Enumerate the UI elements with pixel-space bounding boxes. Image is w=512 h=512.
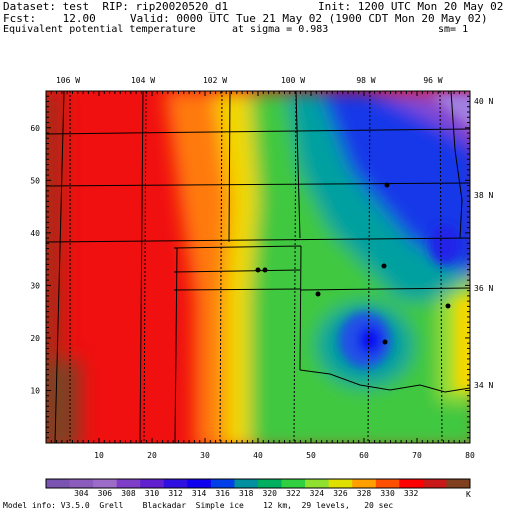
colorbar-swatch [446,479,471,488]
colorbar-label: 306 [97,489,113,498]
colorbar-label: 314 [191,489,207,498]
model-info: Model info: V3.5.0 Grell Blackadar Simpl… [3,501,394,510]
y-label: 20 [30,334,40,343]
x-label: 80 [465,451,475,460]
colorbar-label: 308 [121,489,136,498]
colorbar-swatch [375,479,400,488]
x-label: 10 [94,451,104,460]
colorbar-label: 332 [403,489,419,498]
x-grid-labels: 10 20 30 40 50 60 70 80 [94,451,475,460]
colorbar-label: 320 [262,489,277,498]
y-grid-labels: 10 20 30 40 50 60 [30,124,40,396]
lat-label: 38 N [474,191,493,200]
colorbar-label: 326 [333,489,348,498]
lon-label: 96 W [423,76,442,85]
station-marker [381,263,387,269]
x-label: 60 [359,451,369,460]
colorbar-swatch [187,479,212,488]
colorbar-label: 316 [215,489,230,498]
station-markers [255,182,451,345]
colorbar-swatch [305,479,330,488]
x-label: 70 [412,451,422,460]
sigma-level: at sigma = 0.983 [232,24,329,35]
colorbar-frame [45,478,471,489]
field-name: Equivalent potential temperature [3,24,196,35]
meridians [69,91,443,443]
x-label: 40 [253,451,263,460]
y-label: 10 [30,386,40,395]
colorbar-swatch [46,479,71,488]
lat-label: 36 N [474,284,493,293]
state-boundaries [46,91,470,443]
station-marker [262,267,268,273]
grid-ticks [46,90,471,443]
colorbar-swatch [422,479,447,488]
valid-time: Valid: 0000 UTC Tue 21 May 02 (1900 CDT … [130,12,488,25]
colorbar-swatch [352,479,377,488]
colorbar-swatch [69,479,94,488]
colorbar-swatch [281,479,306,488]
y-label: 40 [30,229,40,238]
colorbar-label: 322 [286,489,301,498]
colorbar-label: 312 [168,489,183,498]
y-label: 50 [30,176,40,185]
station-marker [382,339,388,345]
colorbar-label: 330 [380,489,395,498]
init-time: Init: 1200 UTC Mon 20 May 02 [318,0,504,13]
lon-label: 102 W [203,76,227,85]
smoothing: sm= 1 [438,24,469,35]
lat-label: 34 N [474,381,493,390]
x-label: 30 [200,451,210,460]
x-label: 50 [306,451,316,460]
station-marker [315,291,321,297]
colorbar-swatch [163,479,188,488]
y-label: 60 [30,124,40,133]
colorbar-swatch [234,479,259,488]
x-label: 20 [147,451,157,460]
colorbar-swatch [328,479,353,488]
lon-label: 98 W [356,76,375,85]
colorbar-swatch [258,479,283,488]
y-label: 30 [30,281,40,290]
colorbar-unit: K [466,490,471,499]
longitude-labels: 106 W 104 W 102 W 100 W 98 W 96 W [56,76,443,85]
latitude-labels: 40 N 38 N 36 N 34 N [474,97,493,390]
colorbar-swatch [116,479,141,488]
colorbar-label: 304 [74,489,89,498]
forecast-hour: Fcst: 12.00 [3,12,96,25]
colorbar-swatch [399,479,424,488]
lon-label: 106 W [56,76,80,85]
colorbar-swatch [210,479,235,488]
colorbar-label: 310 [144,489,160,498]
lat-label: 40 N [474,97,493,106]
dataset-label: Dataset: test RIP: rip20020520_d1 [3,0,229,13]
colorbar-label: 318 [238,489,254,498]
color-bar [45,478,471,489]
colorbar-swatch [93,479,118,488]
theta-e-field [46,91,470,443]
colorbar-swatch [140,479,165,488]
station-marker [384,182,390,188]
station-marker [445,303,451,309]
colorbar-label: 328 [356,489,372,498]
lon-label: 100 W [281,76,305,85]
colorbar-label: 324 [309,489,325,498]
lon-label: 104 W [131,76,155,85]
station-marker [255,267,261,273]
